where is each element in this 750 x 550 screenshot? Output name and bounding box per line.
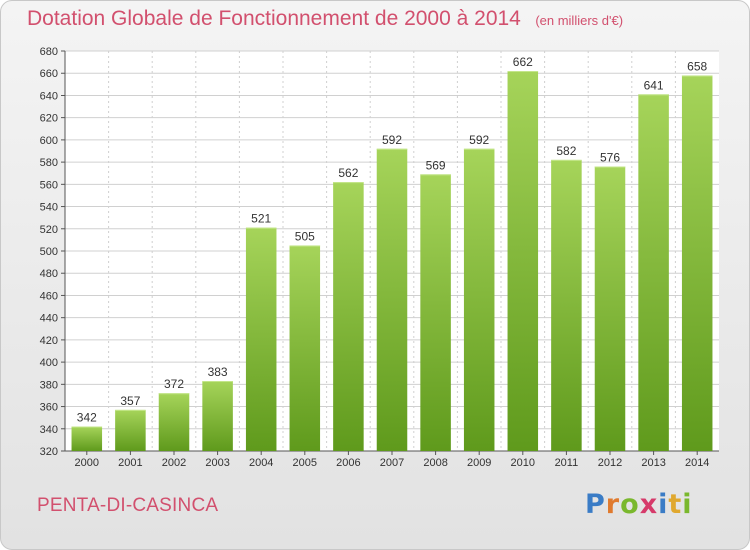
label-layer: 342 357 372 383 521 505 562 592 569 592 662 582 576 6…: [77, 55, 708, 425]
logo-letter: x: [639, 489, 659, 520]
bar: [202, 381, 233, 451]
chart-unit: (en milliers d'€): [535, 13, 624, 28]
x-tick-label: 2010: [511, 457, 535, 469]
x-tick-label: 2013: [641, 457, 665, 469]
title-row: Dotation Globale de Fonctionnement de 20…: [27, 7, 623, 31]
y-tick-label: 640: [40, 90, 58, 102]
logo-letter: r: [605, 489, 621, 520]
bar: [376, 148, 408, 451]
bar-value-label: 582: [556, 144, 576, 158]
chart-title: Dotation Globale de Fonctionnement de 20…: [27, 7, 521, 30]
bar: [158, 393, 190, 451]
bar-value-label: 576: [600, 151, 620, 165]
bar-value-label: 658: [687, 59, 707, 73]
bar: [681, 75, 713, 451]
bar: [463, 148, 495, 451]
bar-value-label: 569: [426, 158, 446, 172]
x-tick-label: 2000: [75, 457, 99, 469]
bar: [638, 94, 669, 451]
bar: [71, 426, 103, 451]
y-tick-label: 460: [40, 290, 58, 302]
y-tick-label: 560: [40, 179, 58, 191]
bar-value-label: 383: [208, 365, 228, 379]
y-tick-label: 480: [40, 268, 58, 280]
x-tick-label: 2008: [423, 457, 447, 469]
y-tick-label: 500: [40, 246, 58, 258]
bar: [420, 174, 451, 452]
bar: [245, 227, 277, 451]
y-tick-label: 680: [40, 46, 58, 58]
y-tick-label: 400: [40, 357, 58, 369]
bar: [115, 409, 146, 451]
y-tick-label: 380: [40, 379, 58, 391]
y-tick-label: 540: [40, 202, 58, 214]
bar: [507, 71, 539, 451]
x-tick-label: 2007: [380, 457, 404, 469]
y-tick-label: 440: [40, 313, 58, 325]
bar-value-label: 641: [644, 78, 664, 92]
bar-value-label: 521: [251, 212, 271, 226]
bar-value-label: 592: [382, 133, 402, 147]
axis-layer: 320 340 360 380 400 420 440 460 480 500 520 540 560 5…: [40, 46, 719, 469]
y-tick-label: 340: [40, 424, 58, 436]
y-tick-label: 580: [40, 157, 58, 169]
bar: [289, 245, 321, 451]
x-tick-label: 2014: [685, 457, 709, 469]
bar-value-label: 372: [164, 377, 184, 391]
logo-letter: t: [668, 489, 683, 520]
y-tick-label: 520: [40, 224, 58, 236]
x-tick-label: 2011: [555, 457, 579, 469]
x-tick-label: 2004: [249, 457, 273, 469]
y-tick-label: 620: [40, 113, 58, 125]
bar: [551, 159, 582, 451]
logo-letter: i: [682, 489, 693, 520]
bar-value-label: 357: [120, 394, 140, 408]
x-tick-label: 2006: [336, 457, 360, 469]
y-tick-label: 600: [40, 135, 58, 147]
y-tick-label: 420: [40, 335, 58, 347]
y-tick-label: 360: [40, 402, 58, 414]
bar-value-label: 662: [513, 55, 533, 69]
x-tick-label: 2001: [118, 457, 142, 469]
bar-value-label: 342: [77, 411, 97, 425]
y-tick-label: 320: [40, 446, 58, 458]
x-tick-label: 2005: [293, 457, 317, 469]
x-tick-label: 2003: [205, 457, 229, 469]
commune-name: PENTA-DI-CASINCA: [37, 495, 219, 516]
logo-letter: P: [585, 489, 606, 520]
bar-value-label: 562: [338, 166, 358, 180]
bar-value-label: 505: [295, 229, 315, 243]
x-tick-label: 2012: [598, 457, 622, 469]
bar-value-label: 592: [469, 133, 489, 147]
logo-letter: o: [620, 489, 640, 520]
bar: [333, 182, 364, 451]
proxiti-logo: Proxiti: [585, 489, 693, 520]
x-tick-label: 2002: [162, 457, 186, 469]
y-tick-label: 660: [40, 68, 58, 80]
bar: [594, 166, 626, 452]
logo-letter: i: [658, 489, 669, 520]
bar-layer: [71, 71, 713, 452]
x-tick-label: 2009: [467, 457, 491, 469]
